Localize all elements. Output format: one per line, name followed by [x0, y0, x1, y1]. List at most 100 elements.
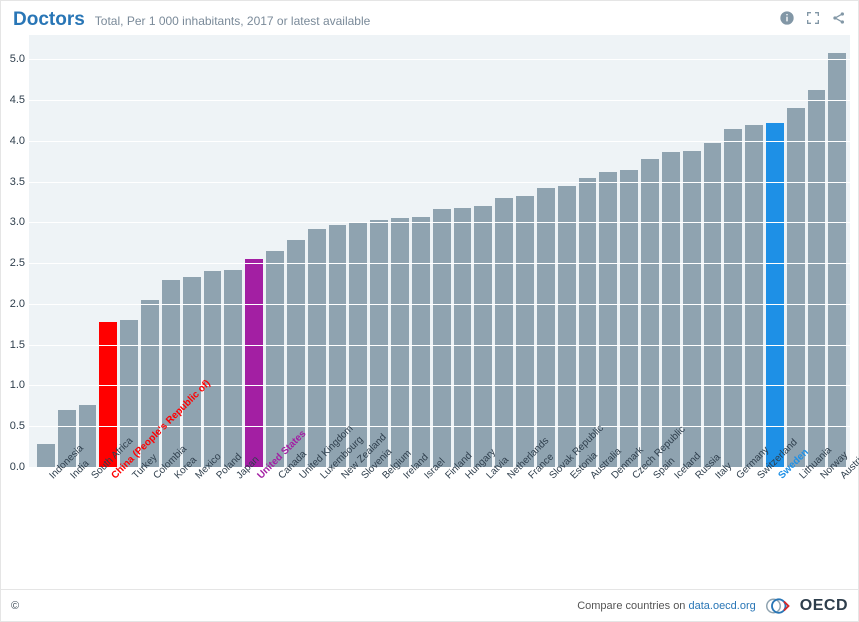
x-label-ireland: Ireland: [391, 471, 409, 581]
bar-japan[interactable]: [224, 270, 242, 467]
share-icon[interactable]: [830, 9, 848, 27]
x-label-italy: Italy: [704, 471, 722, 581]
gridline: [29, 426, 850, 427]
compare-link[interactable]: data.oecd.org: [688, 600, 755, 612]
x-label-korea: Korea: [162, 471, 180, 581]
y-tick-label: 1.5: [3, 339, 25, 351]
x-label-israel: Israel: [412, 471, 430, 581]
x-label-luxembourg: Luxembourg: [308, 471, 326, 581]
bar-fill: [683, 151, 701, 467]
bar-switzerland[interactable]: [745, 125, 763, 467]
gridline: [29, 304, 850, 305]
bar-estonia[interactable]: [558, 186, 576, 467]
bar-canada[interactable]: [266, 251, 284, 467]
bar-ireland[interactable]: [391, 218, 409, 467]
x-label-spain: Spain: [641, 471, 659, 581]
bar-fill: [224, 270, 242, 467]
bar-fill: [412, 217, 430, 467]
bar-fill: [620, 170, 638, 467]
x-label-united_kingdom: United Kingdom: [287, 471, 305, 581]
gridline: [29, 182, 850, 183]
bar-finland[interactable]: [433, 209, 451, 467]
bar-czech_republic[interactable]: [620, 170, 638, 467]
bar-fill: [433, 209, 451, 467]
y-tick-label: 3.0: [3, 216, 25, 228]
bar-fill: [370, 220, 388, 467]
bar-luxembourg[interactable]: [308, 229, 326, 467]
gridline: [29, 345, 850, 346]
bar-fill: [454, 208, 472, 467]
x-label-new_zealand: New Zealand: [329, 471, 347, 581]
y-tick-label: 3.5: [3, 176, 25, 188]
y-tick-label: 4.5: [3, 94, 25, 106]
bar-united_states[interactable]: [245, 259, 263, 467]
bar-lithuania[interactable]: [787, 108, 805, 467]
x-label-australia: Australia: [579, 471, 597, 581]
bar-belgium[interactable]: [370, 220, 388, 467]
gridline: [29, 100, 850, 101]
x-label-latvia: Latvia: [474, 471, 492, 581]
bar-russia[interactable]: [683, 151, 701, 467]
bar-iceland[interactable]: [662, 152, 680, 467]
bar-korea[interactable]: [162, 280, 180, 467]
info-icon[interactable]: [778, 9, 796, 27]
bar-slovak_republic[interactable]: [537, 188, 555, 467]
header-actions: [778, 9, 848, 27]
bar-fill: [79, 405, 97, 467]
gridline: [29, 385, 850, 386]
bar-denmark[interactable]: [599, 172, 617, 467]
oecd-logo[interactable]: OECD: [766, 596, 848, 616]
bar-indonesia[interactable]: [37, 444, 55, 467]
bar-germany[interactable]: [724, 129, 742, 467]
x-label-colombia: Colombia: [141, 471, 159, 581]
x-label-japan: Japan: [224, 471, 242, 581]
bar-hungary[interactable]: [454, 208, 472, 467]
x-label-china: China (People's Republic of): [99, 471, 117, 581]
bar-austria[interactable]: [828, 53, 846, 467]
bar-fill: [766, 123, 784, 467]
x-label-austria: Austria: [828, 471, 846, 581]
x-label-india: India: [58, 471, 76, 581]
x-label-denmark: Denmark: [599, 471, 617, 581]
bar-china[interactable]: [99, 322, 117, 467]
bar-norway[interactable]: [808, 90, 826, 467]
y-tick-label: 5.0: [3, 53, 25, 65]
bar-australia[interactable]: [579, 178, 597, 467]
x-label-estonia: Estonia: [558, 471, 576, 581]
bar-fill: [641, 159, 659, 467]
chart-subtitle: Total, Per 1 000 inhabitants, 2017 or la…: [95, 14, 371, 28]
bar-fill: [599, 172, 617, 467]
bar-israel[interactable]: [412, 217, 430, 467]
bar-spain[interactable]: [641, 159, 659, 467]
bar-fill: [787, 108, 805, 467]
x-label-hungary: Hungary: [454, 471, 472, 581]
bar-fill: [266, 251, 284, 467]
gridline: [29, 141, 850, 142]
chart-footer: © Compare countries on data.oecd.org OEC…: [1, 589, 858, 621]
x-label-germany: Germany: [724, 471, 742, 581]
x-label-iceland: Iceland: [662, 471, 680, 581]
bar-fill: [662, 152, 680, 467]
x-label-canada: Canada: [266, 471, 284, 581]
x-label-belgium: Belgium: [370, 471, 388, 581]
bar-italy[interactable]: [704, 143, 722, 467]
bar-mexico[interactable]: [183, 277, 201, 467]
bar-poland[interactable]: [204, 271, 222, 467]
y-tick-label: 0.0: [3, 461, 25, 473]
bar-fill: [37, 444, 55, 467]
bar-fill: [704, 143, 722, 467]
bar-latvia[interactable]: [474, 206, 492, 467]
x-label-norway: Norway: [808, 471, 826, 581]
bar-sweden[interactable]: [766, 123, 784, 467]
oecd-logo-text: OECD: [800, 597, 848, 615]
y-tick-label: 2.5: [3, 257, 25, 269]
bar-south_africa[interactable]: [79, 405, 97, 467]
bar-fill: [474, 206, 492, 467]
bar-fill: [391, 218, 409, 467]
x-label-sweden: Sweden: [766, 471, 784, 581]
x-label-russia: Russia: [683, 471, 701, 581]
gridline: [29, 263, 850, 264]
bar-fill: [808, 90, 826, 467]
compare-text: Compare countries on data.oecd.org: [577, 600, 756, 612]
fullscreen-icon[interactable]: [804, 9, 822, 27]
